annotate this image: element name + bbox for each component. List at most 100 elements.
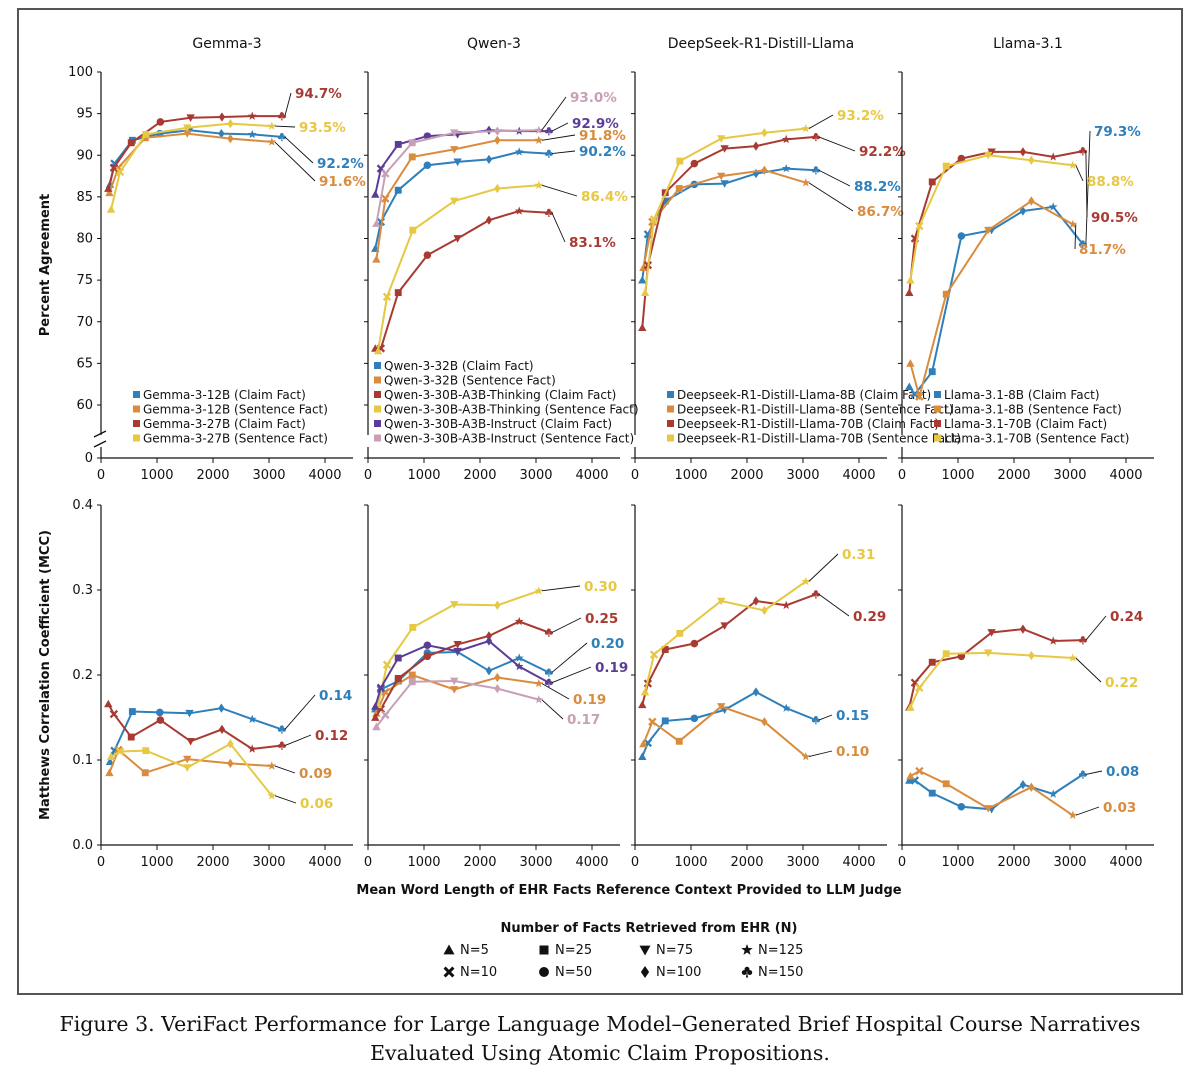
end-value-label: 88.2% [854, 179, 901, 195]
data-point [381, 169, 390, 178]
data-point [423, 652, 432, 661]
data-point [267, 121, 277, 130]
data-point-lobe [1078, 638, 1083, 643]
data-point [915, 766, 924, 776]
data-point [720, 180, 729, 188]
data-point [1068, 653, 1078, 662]
data-point [450, 129, 459, 137]
data-point [382, 660, 392, 669]
data-point [534, 678, 544, 688]
data-point [675, 185, 683, 192]
data-point [127, 733, 135, 741]
series-line-accuracy [107, 115, 282, 189]
leader-line [808, 114, 834, 130]
series-line-mcc [644, 580, 807, 693]
data-point [928, 368, 936, 376]
data-point [638, 323, 647, 331]
end-value-label: 91.6% [319, 174, 366, 190]
y-tick-label: 65 [76, 356, 93, 371]
legend-swatch [374, 376, 381, 384]
data-point [106, 205, 116, 213]
panel-title: Llama-3.1 [993, 36, 1063, 52]
data-point [544, 208, 553, 217]
end-value-label: 91.8% [579, 128, 626, 144]
data-point [649, 650, 659, 659]
data-point [534, 135, 544, 144]
data-point [720, 145, 729, 153]
data-point-lobe [813, 132, 818, 137]
leader-line [551, 212, 566, 243]
series-line-accuracy [642, 169, 807, 268]
data-point [183, 755, 192, 764]
data-point-lobe [546, 678, 551, 683]
marker-legend-icon-stroke [443, 966, 455, 978]
data-point [717, 135, 726, 143]
end-value-label: 0.06 [300, 796, 333, 812]
data-point-stem [815, 720, 817, 725]
caption-line-1: Figure 3. VeriFact Performance for Large… [59, 1012, 1141, 1036]
legend-label: Deepseek-R1-Distill-Llama-70B (Claim Fac… [677, 417, 939, 431]
leader-line [818, 593, 850, 617]
series-line-accuracy [108, 132, 272, 194]
x-tick-label: 3000 [252, 855, 285, 870]
data-point [372, 255, 381, 263]
data-point-lobe [811, 592, 816, 597]
data-point [156, 118, 165, 126]
end-value-label: 92.2% [859, 144, 906, 160]
data-point [514, 653, 524, 662]
marker-legend-label: N=25 [555, 943, 592, 958]
data-point [544, 149, 553, 158]
end-value-label: 86.7% [857, 204, 904, 220]
y-tick-label: 0.1 [72, 753, 93, 768]
data-point-lobe [813, 590, 818, 595]
leader-line [541, 134, 576, 141]
data-point [494, 672, 501, 683]
data-point [915, 392, 924, 401]
x-tick-label: 0 [97, 855, 105, 870]
end-value-label: 0.24 [1110, 609, 1143, 625]
end-value-label: 0.22 [1105, 675, 1138, 691]
legend-label: Gemma-3-12B (Claim Fact) [143, 388, 306, 402]
series-line-mcc [374, 639, 550, 707]
leader-line [1075, 165, 1084, 182]
data-point-lobe [811, 168, 816, 173]
legend-swatch [934, 420, 941, 427]
data-point [638, 275, 647, 284]
x-tick-label: 2000 [463, 855, 496, 870]
data-point [720, 622, 729, 630]
data-point [752, 141, 760, 151]
legend-swatch [934, 405, 941, 413]
x-tick-label: 2000 [196, 855, 229, 870]
data-point [106, 752, 116, 760]
marker-legend-label: N=100 [656, 965, 701, 980]
x-tick-label: 2000 [730, 855, 763, 870]
data-point-lobe [1080, 240, 1085, 245]
leader-line [541, 683, 570, 700]
leader-line [551, 666, 592, 684]
data-point [373, 346, 383, 355]
marker-legend-icon [741, 943, 753, 955]
data-point [218, 128, 225, 139]
x-tick-label: 2000 [730, 468, 763, 483]
data-point [394, 140, 402, 148]
data-point [811, 166, 820, 175]
end-value-label: 0.19 [573, 692, 606, 708]
legend-label: Gemma-3-12B (Sentence Fact) [143, 403, 328, 417]
legend-swatch [374, 391, 381, 398]
legend-swatch [374, 362, 381, 369]
data-point-stroke [381, 169, 390, 178]
data-point [534, 695, 544, 704]
data-point-lobe [546, 149, 551, 154]
data-point [371, 713, 380, 721]
legend-label: Llama-3.1-70B (Sentence Fact) [944, 432, 1129, 446]
end-value-label: 90.2% [579, 144, 626, 160]
data-point [984, 226, 993, 235]
data-point-lobe [279, 725, 284, 730]
marker-legend-label: N=10 [460, 965, 497, 980]
series-line-accuracy [909, 199, 1074, 401]
data-point [227, 118, 234, 129]
data-point [450, 197, 459, 206]
end-value-label: 86.4% [581, 189, 628, 205]
legend-swatch [374, 434, 381, 442]
x-tick-label: 0 [97, 468, 105, 483]
